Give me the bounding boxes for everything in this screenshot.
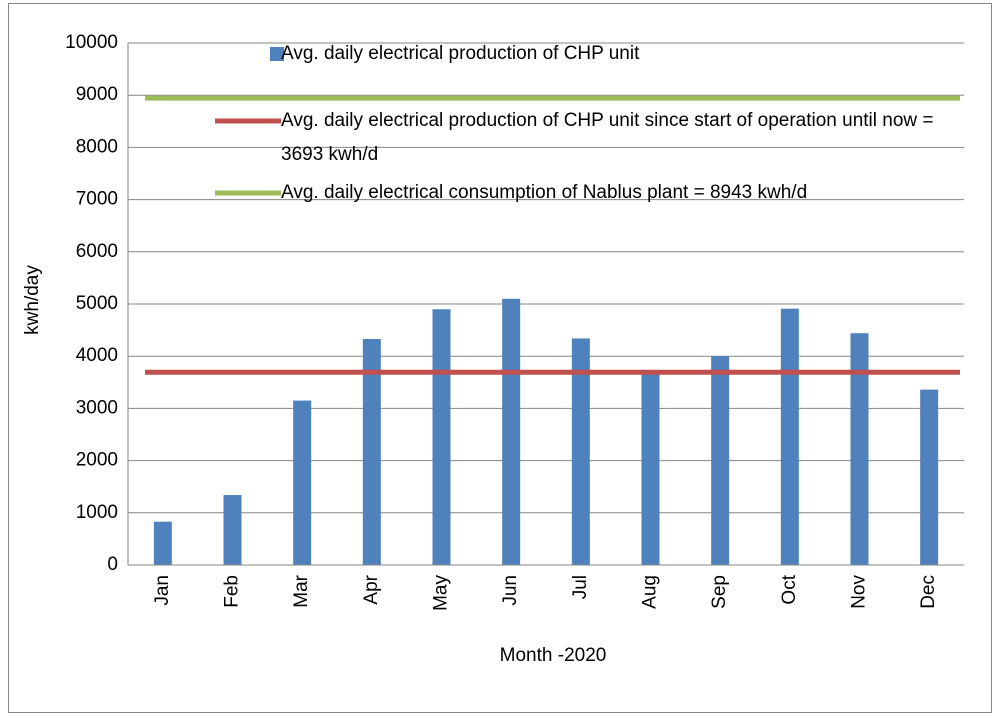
bar <box>571 338 590 565</box>
bar <box>920 389 939 565</box>
x-axis-title: Month -2020 <box>500 645 607 666</box>
x-tick-label: Sep <box>709 575 730 609</box>
bar <box>502 298 521 565</box>
x-tick-label: Apr <box>361 574 382 604</box>
y-tick-label: 7000 <box>76 189 118 210</box>
bar <box>153 521 172 565</box>
x-tick-label: Dec <box>918 575 939 609</box>
y-tick-label: 6000 <box>76 241 118 262</box>
y-tick-label: 9000 <box>76 84 118 105</box>
y-tick-label: 1000 <box>76 502 118 523</box>
bar <box>780 308 799 565</box>
legend-swatch <box>270 47 284 61</box>
y-axis-title: kwh/day <box>22 265 43 335</box>
legend-label: Avg. daily electrical production of CHP … <box>281 110 934 165</box>
x-tick-label: Jan <box>152 575 173 606</box>
y-tick-label: 5000 <box>76 293 118 314</box>
x-tick-label: Nov <box>849 575 870 609</box>
y-tick-label: 3000 <box>76 397 118 418</box>
y-tick-label: 0 <box>107 554 118 575</box>
y-tick-label: 4000 <box>76 345 118 366</box>
x-tick-label: Feb <box>222 575 243 608</box>
chart-border <box>8 3 992 713</box>
y-tick-label: 8000 <box>76 136 118 157</box>
x-tick-label: Oct <box>779 574 800 604</box>
bar <box>641 372 660 565</box>
x-tick-label: Mar <box>291 574 312 607</box>
bar <box>223 495 242 565</box>
bar <box>432 309 451 565</box>
x-tick-label: Aug <box>640 575 661 609</box>
legend-label: Avg. daily electrical consumption of Nab… <box>281 182 808 203</box>
bar <box>711 356 730 565</box>
x-tick-label: Jul <box>570 575 591 599</box>
x-tick-label: May <box>431 575 452 611</box>
x-tick-label: Jun <box>500 575 521 606</box>
y-tick-label: 10000 <box>65 32 118 53</box>
bar <box>362 338 381 565</box>
bar <box>293 400 312 565</box>
y-tick-label: 2000 <box>76 450 118 471</box>
bar <box>850 333 869 565</box>
legend-label: Avg. daily electrical production of CHP … <box>281 43 640 64</box>
